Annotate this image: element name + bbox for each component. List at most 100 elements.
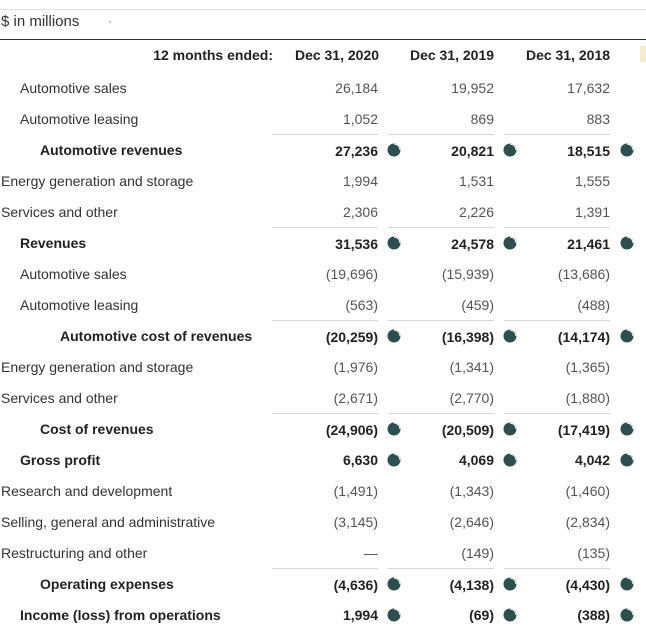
pie-chart-icon[interactable] [620, 577, 634, 591]
cell-value: 31,536 [335, 236, 378, 252]
value-cell: (488) [504, 289, 610, 320]
pie-chart-icon[interactable] [387, 236, 401, 250]
value-cell: (563) [272, 289, 378, 320]
value-cell: (4,138) [388, 568, 494, 599]
pie-chart-icon[interactable] [503, 422, 517, 436]
value-cell: (20,509) [388, 413, 494, 444]
pie-chart-icon[interactable] [620, 236, 634, 250]
value-cell: 6,630 [272, 444, 378, 475]
row-label: Automotive revenues [40, 142, 183, 158]
pie-chart-icon[interactable] [387, 453, 401, 467]
table-row: Automotive leasing (563) (459) (488) [0, 289, 646, 320]
pie-chart-icon[interactable] [387, 329, 401, 343]
cell-value: (13,686) [557, 266, 610, 282]
value-cell: (149) [388, 537, 494, 568]
table-row: Research and development (1,491) (1,343) (1… [0, 475, 646, 506]
subtotal-row: Automotive revenues 27,236 20,821 18,515 [0, 134, 646, 165]
table-row: Energy generation and storage (1,976) (1,3… [0, 351, 646, 382]
header-rule [0, 39, 646, 40]
pie-chart-icon[interactable] [503, 577, 517, 591]
subtotal-row: Gross profit 6,630 4,069 4,042 [0, 444, 646, 475]
value-cell: 1,994 [272, 599, 378, 630]
pie-chart-icon[interactable] [387, 422, 401, 436]
table-row: Automotive sales (19,696) (15,939) (13,686) [0, 258, 646, 289]
cell-value: (1,491) [333, 483, 378, 499]
table-row: Services and other 2,306 2,226 1,391 [0, 196, 646, 227]
cell-value: 18,515 [567, 143, 610, 159]
pie-chart-icon[interactable] [620, 453, 634, 467]
cell-value: 1,391 [574, 204, 610, 220]
value-cell: 24,578 [388, 227, 494, 258]
cell-value: (1,365) [565, 359, 610, 375]
units-dot: · [108, 14, 112, 28]
value-cell: 27,236 [272, 134, 378, 165]
row-label: Automotive leasing [20, 111, 139, 127]
pie-chart-icon[interactable] [387, 143, 401, 157]
value-cell: — [272, 537, 378, 568]
column-edge-marker [640, 46, 646, 62]
pie-chart-icon[interactable] [503, 143, 517, 157]
cell-value: 21,461 [567, 236, 610, 252]
value-cell: (13,686) [504, 258, 610, 289]
value-cell: (1,880) [504, 382, 610, 413]
row-label: Operating expenses [40, 576, 174, 592]
column-header-2018[interactable]: Dec 31, 2018 [525, 47, 611, 63]
cell-value: 2,306 [342, 204, 378, 220]
cell-value: 2,226 [458, 204, 494, 220]
value-cell: (1,460) [504, 475, 610, 506]
value-cell: (1,341) [388, 351, 494, 382]
cell-value: 1,531 [458, 173, 494, 189]
pie-chart-icon[interactable] [620, 422, 634, 436]
cell-value: (15,939) [441, 266, 494, 282]
value-cell: (4,636) [272, 568, 378, 599]
pie-chart-icon[interactable] [620, 608, 634, 622]
table-row: Selling, general and administrative (3,14… [0, 506, 646, 537]
value-cell: (2,770) [388, 382, 494, 413]
pie-chart-icon[interactable] [503, 608, 517, 622]
value-cell: (14,174) [504, 320, 610, 351]
table-row: Automotive sales 26,184 19,952 17,632 [0, 72, 646, 103]
row-label: Selling, general and administrative [1, 514, 216, 530]
cell-value: (17,419) [557, 422, 610, 438]
cell-value: (24,906) [325, 422, 378, 438]
pie-chart-icon[interactable] [503, 329, 517, 343]
column-header-2019[interactable]: Dec 31, 2019 [409, 47, 495, 63]
value-cell: (4,430) [504, 568, 610, 599]
subtotal-row: Income (loss) from operations 1,994 (69) (3… [0, 599, 646, 630]
row-label: Automotive sales [20, 80, 127, 96]
row-label: Energy generation and storage [1, 359, 194, 375]
row-label: Cost of revenues [40, 421, 154, 437]
value-cell: 19,952 [388, 72, 494, 103]
income-statement-table: Automotive sales 26,184 19,952 17,632 Automo… [0, 72, 646, 630]
value-cell: (2,834) [504, 506, 610, 537]
cell-value: 869 [470, 111, 494, 127]
pie-chart-icon[interactable] [503, 453, 517, 467]
row-label: Restructuring and other [1, 545, 148, 561]
cell-value: 1,555 [574, 173, 610, 189]
cell-value: 17,632 [567, 80, 610, 96]
cell-value: (149) [461, 545, 494, 561]
column-header-2020[interactable]: Dec 31, 2020 [294, 47, 380, 63]
cell-value: 4,069 [458, 452, 494, 468]
value-cell: 21,461 [504, 227, 610, 258]
pie-chart-icon[interactable] [620, 143, 634, 157]
cell-value: 26,184 [335, 80, 378, 96]
top-rule [0, 9, 646, 10]
value-cell: 1,994 [272, 165, 378, 196]
row-label: Automotive sales [20, 266, 127, 282]
value-cell: 1,391 [504, 196, 610, 227]
value-cell: (1,491) [272, 475, 378, 506]
row-label: Automotive leasing [20, 297, 139, 313]
pie-chart-icon[interactable] [503, 236, 517, 250]
pie-chart-icon[interactable] [387, 608, 401, 622]
row-label: Revenues [20, 235, 87, 251]
value-cell: 1,555 [504, 165, 610, 196]
pie-chart-icon[interactable] [620, 329, 634, 343]
cell-value: (135) [577, 545, 610, 561]
value-cell: (1,343) [388, 475, 494, 506]
row-label: Energy generation and storage [1, 173, 194, 189]
row-label: Services and other [1, 390, 118, 406]
value-cell: (20,259) [272, 320, 378, 351]
pie-chart-icon[interactable] [387, 577, 401, 591]
cell-value: 1,052 [342, 111, 378, 127]
